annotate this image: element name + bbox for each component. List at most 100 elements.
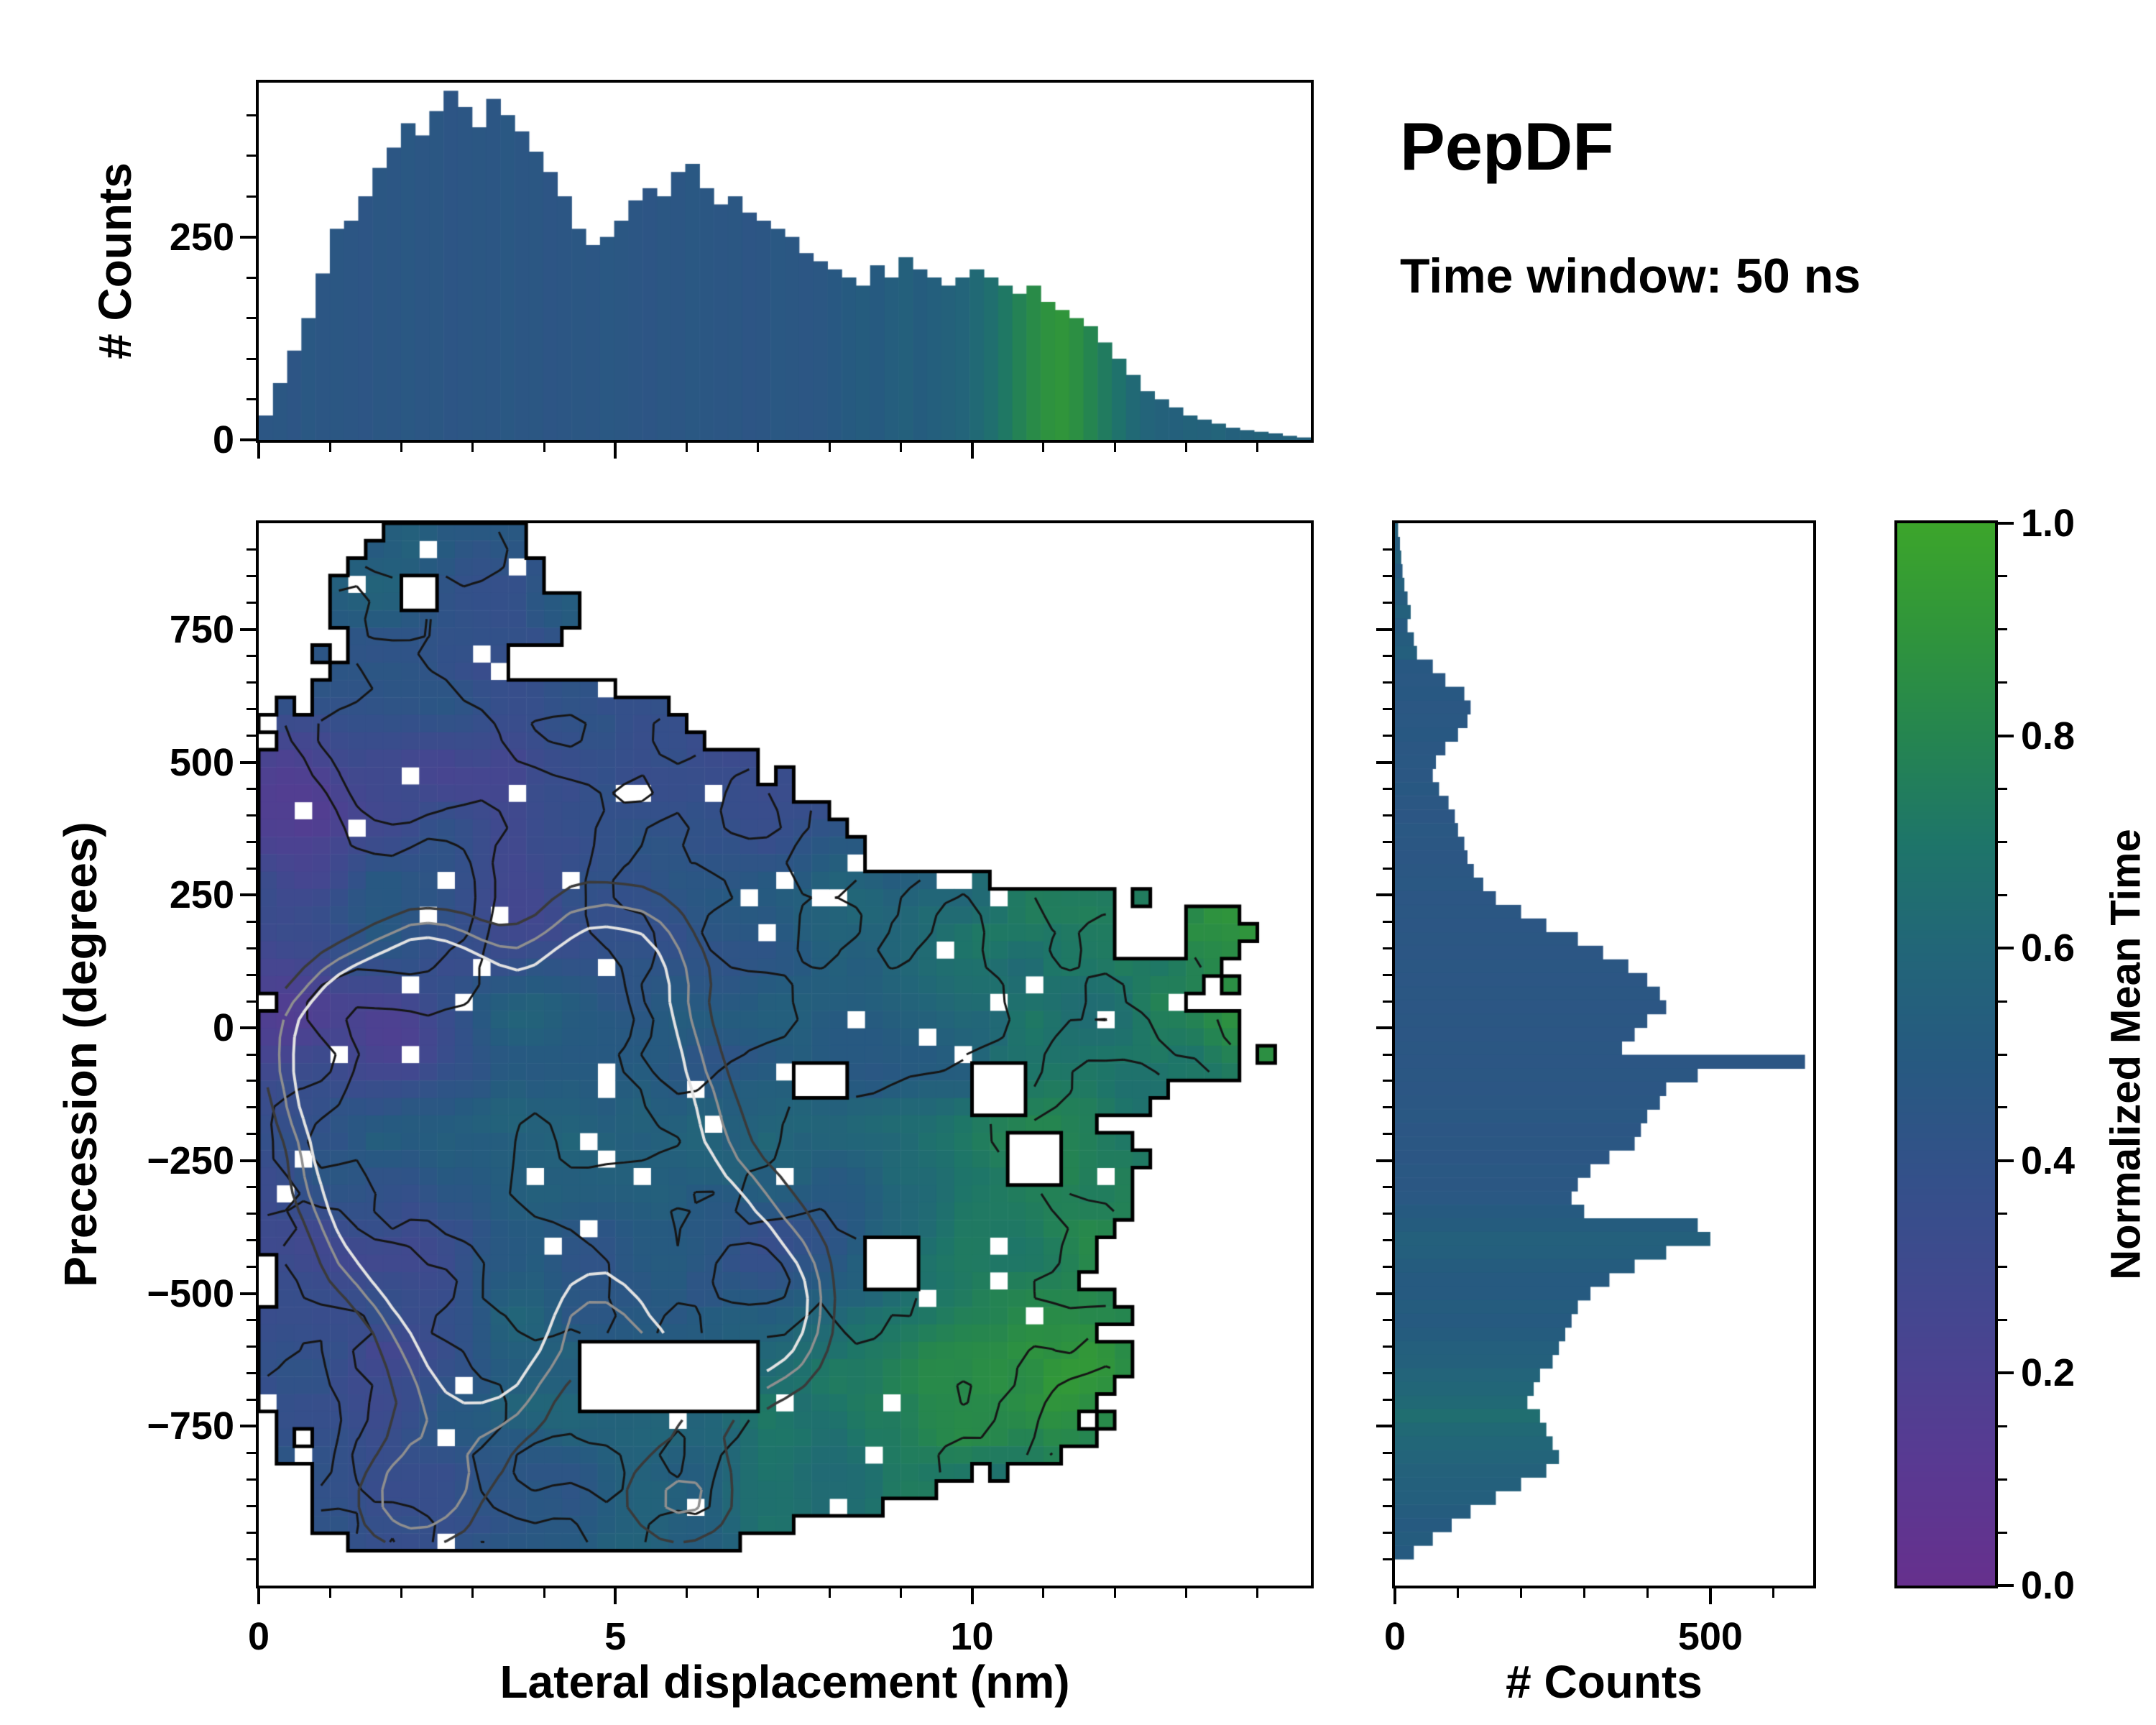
tick-mark [247, 155, 256, 157]
x-tick-label: 500 [1677, 1615, 1743, 1658]
colorbar-tick-label: 0.2 [2021, 1351, 2076, 1395]
tick-mark [899, 1588, 902, 1598]
tick-mark [247, 1080, 256, 1082]
tick-mark [247, 1478, 256, 1481]
tick-mark [1376, 1026, 1392, 1030]
tick-mark [247, 681, 256, 684]
tick-mark [1708, 1588, 1712, 1604]
tick-mark [471, 1588, 474, 1598]
x-tick-label: 5 [604, 1615, 627, 1658]
tick-mark [247, 708, 256, 711]
tick-mark [1383, 1319, 1392, 1321]
tick-mark [247, 114, 256, 116]
tick-mark [1383, 1371, 1392, 1374]
tick-mark [240, 1026, 256, 1030]
tick-mark [247, 1133, 256, 1136]
tick-mark [1393, 1588, 1396, 1604]
y-tick-label: 0 [212, 1006, 234, 1050]
tick-mark [1998, 734, 2014, 737]
tick-mark [1772, 1588, 1775, 1598]
tick-mark [247, 1451, 256, 1454]
tick-mark [247, 575, 256, 578]
tick-mark [240, 760, 256, 764]
tick-mark [1998, 1000, 2007, 1003]
tick-mark [240, 1425, 256, 1428]
colorbar-tick-label: 1.0 [2021, 502, 2076, 545]
x-tick-label: 0 [1383, 1615, 1406, 1658]
colorbar-panel [1894, 520, 1998, 1588]
tick-mark [1383, 1000, 1392, 1003]
colorbar-tick-label: 0.8 [2021, 714, 2076, 758]
tick-mark [1583, 1588, 1585, 1598]
tick-mark [247, 1266, 256, 1269]
tick-mark [247, 788, 256, 790]
y-tick-label: −500 [147, 1271, 234, 1315]
tick-mark [543, 443, 545, 452]
tick-mark [1042, 443, 1045, 452]
tick-mark [1383, 1106, 1392, 1109]
tick-mark [247, 276, 256, 279]
tick-mark [1383, 1133, 1392, 1136]
tick-mark [1383, 1478, 1392, 1481]
tick-mark [1383, 1053, 1392, 1056]
tick-mark [247, 1371, 256, 1374]
tick-mark [247, 357, 256, 360]
tick-mark [1383, 840, 1392, 843]
tick-mark [1383, 1186, 1392, 1189]
tick-mark [1383, 575, 1392, 578]
tick-mark [1184, 1588, 1187, 1598]
tick-mark [247, 317, 256, 320]
tick-mark [400, 443, 402, 452]
tick-mark [247, 548, 256, 551]
tick-mark [1113, 1588, 1116, 1598]
tick-mark [247, 735, 256, 737]
tick-mark [686, 1588, 688, 1598]
tick-mark [247, 398, 256, 401]
tick-mark [1998, 681, 2007, 684]
tick-mark [1520, 1588, 1523, 1598]
tick-mark [1376, 627, 1392, 631]
tick-mark [247, 1213, 256, 1215]
tick-mark [1998, 1478, 2007, 1481]
top-histogram-panel [256, 80, 1314, 443]
tick-mark [1998, 1053, 2007, 1056]
tick-mark [257, 443, 260, 459]
tick-mark [1383, 973, 1392, 976]
tick-mark [1998, 628, 2007, 631]
tick-mark [247, 1398, 256, 1401]
tick-mark [899, 443, 902, 452]
tick-mark [1998, 893, 2007, 896]
tick-mark [1383, 1080, 1392, 1082]
tick-mark [1383, 1504, 1392, 1507]
tick-mark [1383, 602, 1392, 604]
tick-mark [240, 1292, 256, 1295]
tick-mark [1376, 1292, 1392, 1295]
tick-mark [247, 1345, 256, 1348]
tick-mark [247, 1000, 256, 1003]
tick-mark [1383, 1531, 1392, 1534]
main-ylabel: Precession (degrees) [55, 822, 106, 1287]
tick-mark [1184, 443, 1187, 452]
figure-title: PepDF [1400, 109, 1614, 184]
tick-mark [1376, 1425, 1392, 1428]
y-tick-label: 250 [169, 215, 234, 259]
tick-mark [247, 195, 256, 198]
tick-mark [1256, 1588, 1259, 1598]
y-tick-label: −750 [147, 1404, 234, 1448]
tick-mark [240, 627, 256, 631]
tick-mark [1998, 1425, 2007, 1427]
tick-mark [247, 973, 256, 976]
y-tick-label: 500 [169, 740, 234, 784]
tick-mark [614, 443, 617, 459]
tick-mark [970, 443, 974, 459]
tick-mark [970, 1588, 974, 1604]
figure-subtitle: Time window: 50 ns [1400, 249, 1861, 303]
tick-mark [1998, 788, 2007, 790]
top-ylabel: # Counts [89, 162, 141, 359]
y-tick-label: 250 [169, 873, 234, 917]
tick-mark [247, 1053, 256, 1056]
y-tick-label: −250 [147, 1138, 234, 1182]
tick-mark [328, 1588, 331, 1598]
tick-mark [686, 443, 688, 452]
tick-mark [1998, 1159, 2014, 1162]
